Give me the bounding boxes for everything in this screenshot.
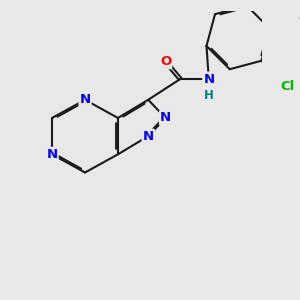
- Text: N: N: [160, 112, 171, 124]
- Text: N: N: [46, 148, 58, 161]
- Text: Cl: Cl: [298, 13, 300, 26]
- Text: N: N: [143, 130, 154, 142]
- Text: N: N: [203, 73, 214, 85]
- Text: H: H: [204, 89, 214, 102]
- Text: N: N: [80, 93, 91, 106]
- Text: Cl: Cl: [280, 80, 294, 93]
- Text: O: O: [160, 55, 171, 68]
